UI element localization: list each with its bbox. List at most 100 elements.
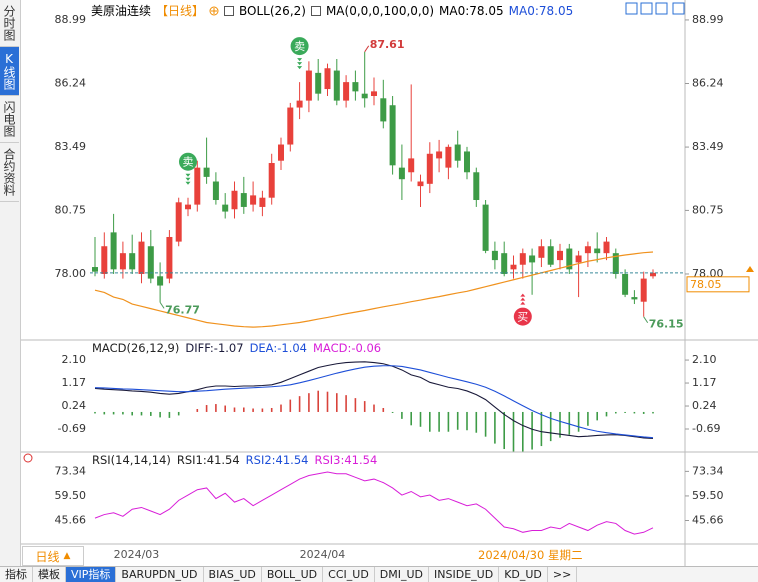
bottom-tab[interactable]: INSIDE_UD xyxy=(429,567,500,582)
y-tick-label: 88.99 xyxy=(55,13,87,26)
ma-line xyxy=(94,251,654,328)
candle-body xyxy=(147,246,154,279)
candle-body xyxy=(268,163,275,198)
candle-body xyxy=(324,68,331,90)
icon[interactable] xyxy=(224,5,235,16)
candle-body xyxy=(296,100,303,108)
y-tick-label: 2.10 xyxy=(692,353,717,366)
bottom-tab[interactable]: CCI_UD xyxy=(323,567,375,582)
candle-body xyxy=(482,204,489,251)
macd-line xyxy=(94,365,654,439)
sidebar: 分时图 K线图 闪电图 合约资料 xyxy=(0,0,21,566)
candle-body xyxy=(259,197,266,207)
y-tick-label: 1.17 xyxy=(692,376,717,389)
candle-body xyxy=(138,241,145,274)
low-marker xyxy=(159,302,165,309)
settings-icon[interactable] xyxy=(23,453,33,463)
candle-body xyxy=(575,255,582,263)
candle-body xyxy=(371,91,377,96)
legend-item: RSI2:41.54 xyxy=(245,453,309,467)
candle-body xyxy=(119,253,126,270)
candle-body xyxy=(473,172,480,201)
candle-body xyxy=(501,253,508,274)
candle-body xyxy=(538,246,545,258)
candle-body xyxy=(436,151,443,159)
side-tab[interactable]: 分时图 xyxy=(0,0,19,47)
period-label[interactable]: 日线 xyxy=(35,549,60,564)
y-tick-label: 80.75 xyxy=(692,203,724,216)
candle-body xyxy=(240,193,247,207)
candle-body xyxy=(343,82,350,101)
low-marker xyxy=(643,316,649,324)
icon[interactable] xyxy=(310,5,321,16)
candle-body xyxy=(491,250,498,261)
signal-arrow xyxy=(520,301,526,305)
candle-body xyxy=(157,276,164,286)
signal-arrow xyxy=(185,181,191,185)
y-tick-label: 80.75 xyxy=(55,203,87,216)
candle-body xyxy=(510,264,517,270)
x-tick-label: 2024/03 xyxy=(114,548,160,561)
tool-icon[interactable] xyxy=(655,2,668,15)
candle-body xyxy=(426,153,433,184)
high-marker xyxy=(364,45,370,53)
candle-body xyxy=(398,167,405,180)
y-tick-label: 73.34 xyxy=(692,464,724,477)
indicator: MA(0,0,0,100,0,0) xyxy=(325,3,435,18)
side-tab[interactable]: K线图 xyxy=(0,47,19,96)
toolbar-icons[interactable] xyxy=(625,2,685,15)
candle-body xyxy=(454,144,461,161)
legend-item: RSI3:41.54 xyxy=(314,453,378,467)
signal-label: 买 xyxy=(517,311,528,324)
cursor-label: 2024/04/30 星期二 xyxy=(478,548,583,562)
candle-body xyxy=(212,181,219,201)
low-label: 76.77 xyxy=(165,303,200,316)
side-tab[interactable]: 闪电图 xyxy=(0,96,19,143)
chart-header: 美原油连续 【日线】 BOLL(26,2) MA(0,0,0,100,0,0) … xyxy=(91,2,573,19)
candle-body xyxy=(203,167,210,177)
bottom-tab[interactable]: BOLL_UD xyxy=(262,567,324,582)
y-tick-label: 83.49 xyxy=(55,140,87,153)
period-button[interactable]: 日线 ▲ xyxy=(22,546,84,566)
y-tick-label: 0.24 xyxy=(62,399,87,412)
price-marker xyxy=(746,266,754,272)
legend-item: DEA:-1.04 xyxy=(249,341,307,355)
candle-body xyxy=(287,107,294,145)
bottom-tab[interactable]: DMI_UD xyxy=(375,567,430,582)
bottom-tab[interactable]: 模板 xyxy=(33,567,66,582)
high-label: 87.61 xyxy=(370,38,405,51)
y-tick-label: 73.34 xyxy=(55,464,87,477)
tool-icon[interactable] xyxy=(672,2,685,15)
y-tick-label: 45.66 xyxy=(55,513,87,526)
bottom-tab[interactable]: BIAS_UD xyxy=(204,567,262,582)
side-tab[interactable]: 合约资料 xyxy=(0,143,19,202)
signal-arrow xyxy=(185,173,191,177)
y-tick-label: -0.69 xyxy=(58,422,86,435)
bottom-tab[interactable]: BARUPDN_UD xyxy=(116,567,204,582)
last-price-box xyxy=(686,276,750,293)
signal-arrow xyxy=(520,297,526,301)
y-tick-label: 45.66 xyxy=(692,513,724,526)
y-tick-label: 86.24 xyxy=(55,77,87,90)
y-tick-label: 78.00 xyxy=(55,267,87,280)
tool-icon[interactable] xyxy=(625,2,638,15)
legend: RSI(14,14,14) RSI1:41.54 RSI2:41.54 RSI3:41… xyxy=(92,453,377,467)
candle-body xyxy=(231,190,238,210)
y-tick-label: 83.49 xyxy=(692,140,724,153)
candle-body xyxy=(110,232,117,270)
bottom-tab[interactable]: KD_UD xyxy=(499,567,548,582)
period: 【日线】 xyxy=(156,4,205,18)
bottom-tab[interactable]: >> xyxy=(548,567,578,582)
bottom-tab[interactable]: 指标 xyxy=(0,567,33,582)
bottom-tab[interactable]: VIP指标 xyxy=(66,567,117,582)
tool-icon[interactable] xyxy=(640,2,653,15)
candle-body xyxy=(594,248,601,254)
panel-title: RSI(14,14,14) xyxy=(92,453,171,467)
panel-title: MACD(26,12,9) xyxy=(92,341,180,355)
last-price-label: 78.05 xyxy=(690,278,722,291)
rsi-line xyxy=(94,471,654,535)
add-icon[interactable] xyxy=(209,6,219,16)
signal-badge xyxy=(179,152,197,171)
signal-arrow xyxy=(297,62,303,66)
